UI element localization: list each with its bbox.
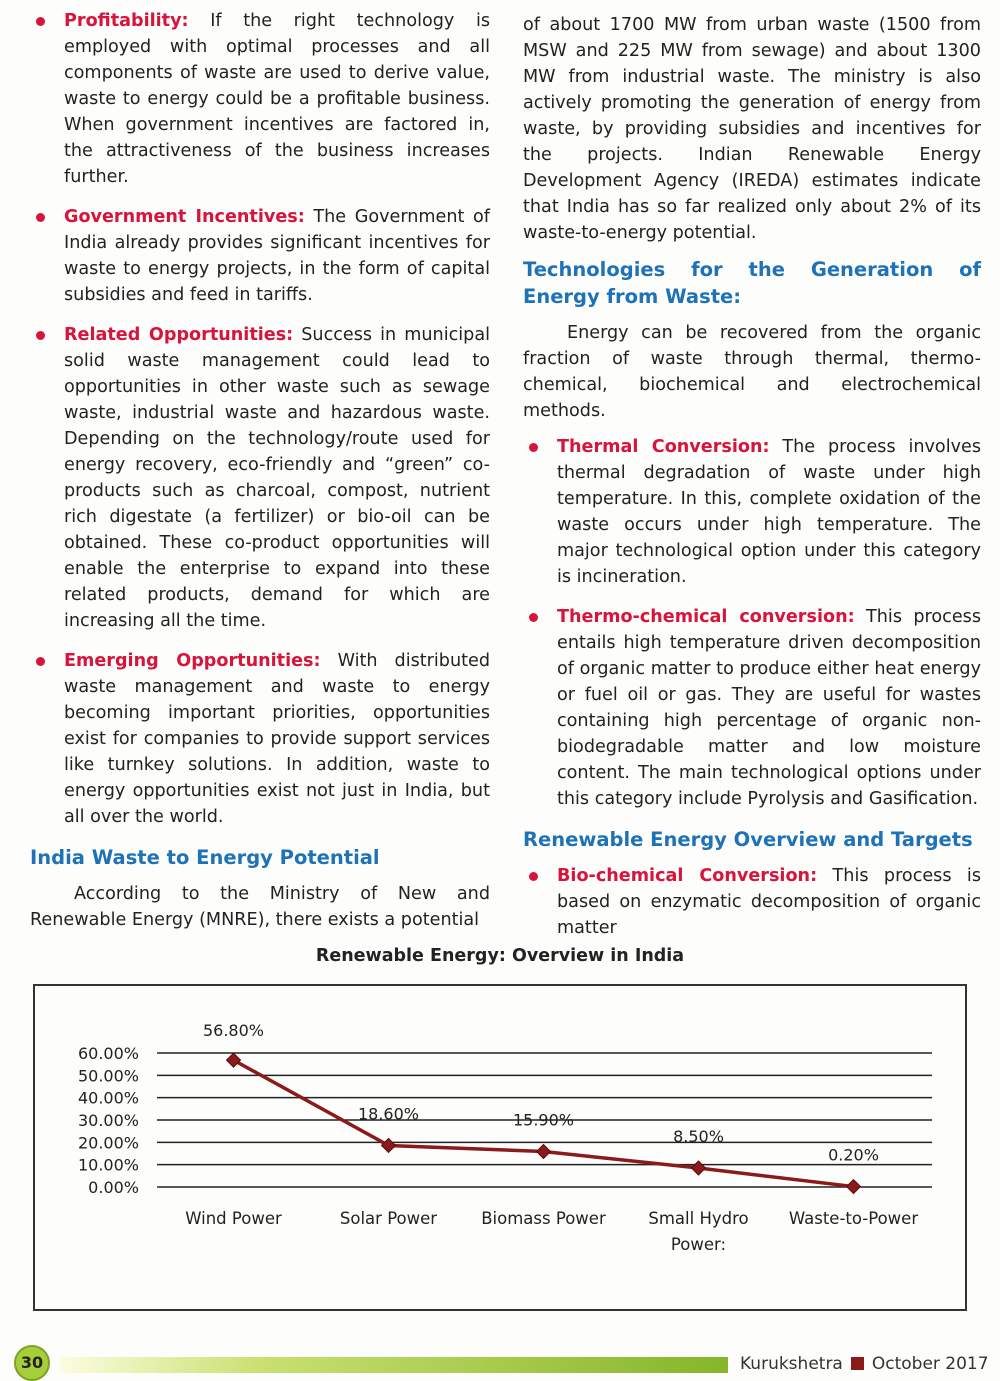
bullet-icon <box>529 613 538 622</box>
y-tick-label: 10.00% <box>78 1156 139 1175</box>
chart-title: Renewable Energy: Overview in India <box>315 946 685 966</box>
bullet-icon <box>36 657 45 666</box>
bullet-related-opportunities: Related Opportunities: Success in munici… <box>30 322 490 634</box>
footer-stripe <box>60 1357 728 1373</box>
left-column: Profitability: If the right technology i… <box>30 8 490 943</box>
page-number: 30 <box>14 1345 50 1381</box>
bullet-icon <box>36 17 45 26</box>
bullet-icon <box>529 872 538 881</box>
bullet-lead: Emerging Opportunities: <box>64 651 321 671</box>
data-label: 18.60% <box>358 1104 419 1123</box>
bullet-thermal-conversion: Thermal Conversion: The process involves… <box>523 434 981 590</box>
x-tick-label: Biomass Power <box>481 1209 606 1228</box>
x-tick-label-continued: Power: <box>671 1235 726 1254</box>
bullet-profitability: Profitability: If the right technology i… <box>30 8 490 190</box>
paragraph: Energy can be recovered from the organic… <box>523 323 981 421</box>
data-point-marker <box>380 1137 397 1154</box>
y-tick-label: 50.00% <box>78 1066 139 1085</box>
x-tick-label: Wind Power <box>185 1209 282 1228</box>
x-tick-label: Waste-to-Power <box>789 1209 918 1228</box>
bullet-lead: Government Incentives: <box>64 207 305 227</box>
y-tick-label: 60.00% <box>78 1044 139 1063</box>
data-point-marker <box>225 1052 242 1068</box>
data-label: 15.90% <box>513 1110 574 1129</box>
paragraph: of about 1700 MW from urban waste (1500 … <box>523 15 981 243</box>
data-point-marker <box>535 1143 552 1160</box>
x-tick-label: Solar Power <box>340 1209 437 1228</box>
data-label: 8.50% <box>673 1127 724 1146</box>
bullet-emerging-opportunities: Emerging Opportunities: With distributed… <box>30 648 490 830</box>
y-tick-label: 20.00% <box>78 1133 139 1152</box>
y-tick-label: 0.00% <box>88 1178 139 1197</box>
issue-date: October 2017 <box>871 1354 989 1374</box>
bullet-icon <box>529 443 538 452</box>
y-tick-label: 40.00% <box>78 1089 139 1108</box>
bullet-icon <box>36 331 45 340</box>
bullet-text: If the right technology is employed with… <box>64 11 490 187</box>
section-heading: India Waste to Energy Potential <box>30 846 380 869</box>
bullet-text: This process entails high temperature dr… <box>557 607 981 809</box>
paragraph: According to the Ministry of New and Ren… <box>30 884 490 930</box>
section-heading: Technologies for the Generation of Energ… <box>523 258 981 308</box>
line-chart: 0.00% 10.00% 20.00% 30.00% 40.00% 50.00% 60.00… <box>78 1021 932 1254</box>
right-column: of about 1700 MW from urban waste (1500 … <box>523 12 981 955</box>
bullet-bio-chemical: Bio-chemical Conversion: This process is… <box>523 863 981 941</box>
footer-credit: Kurukshetra October 2017 <box>740 1354 989 1374</box>
bullet-government-incentives: Government Incentives: The Government of… <box>30 204 490 308</box>
bullet-lead: Profitability: <box>64 11 189 31</box>
data-point-marker <box>690 1160 707 1176</box>
bullet-text: This process is based on enzymatic decom… <box>557 866 981 938</box>
bullet-text: With distributed waste management and wa… <box>64 651 490 827</box>
bullet-text: Success in municipal solid waste managem… <box>64 325 490 631</box>
bullet-text: The Government of India already provides… <box>64 207 490 305</box>
bullet-lead: Related Opportunities: <box>64 325 294 345</box>
x-tick-label: Small Hydro <box>648 1209 748 1228</box>
separator-square-icon <box>850 1357 864 1370</box>
bullet-lead: Bio-chemical Conversion: <box>557 866 818 886</box>
bullet-text: The process involves thermal degradation… <box>557 437 981 587</box>
magazine-name: Kurukshetra <box>740 1354 843 1374</box>
y-tick-label: 30.00% <box>78 1111 139 1130</box>
bullet-lead: Thermo-chemical conversion: <box>557 607 855 627</box>
data-label: 0.20% <box>828 1146 879 1165</box>
data-point-marker <box>845 1178 862 1195</box>
bullet-icon <box>36 213 45 222</box>
bullet-thermo-chemical: Thermo-chemical conversion: This process… <box>523 604 981 812</box>
bullet-lead: Thermal Conversion: <box>557 437 770 457</box>
data-label: 56.80% <box>203 1021 264 1040</box>
chart-frame: 0.00% 10.00% 20.00% 30.00% 40.00% 50.00% 60.00… <box>33 984 967 1311</box>
section-heading: Renewable Energy Overview and Targets <box>523 828 973 851</box>
